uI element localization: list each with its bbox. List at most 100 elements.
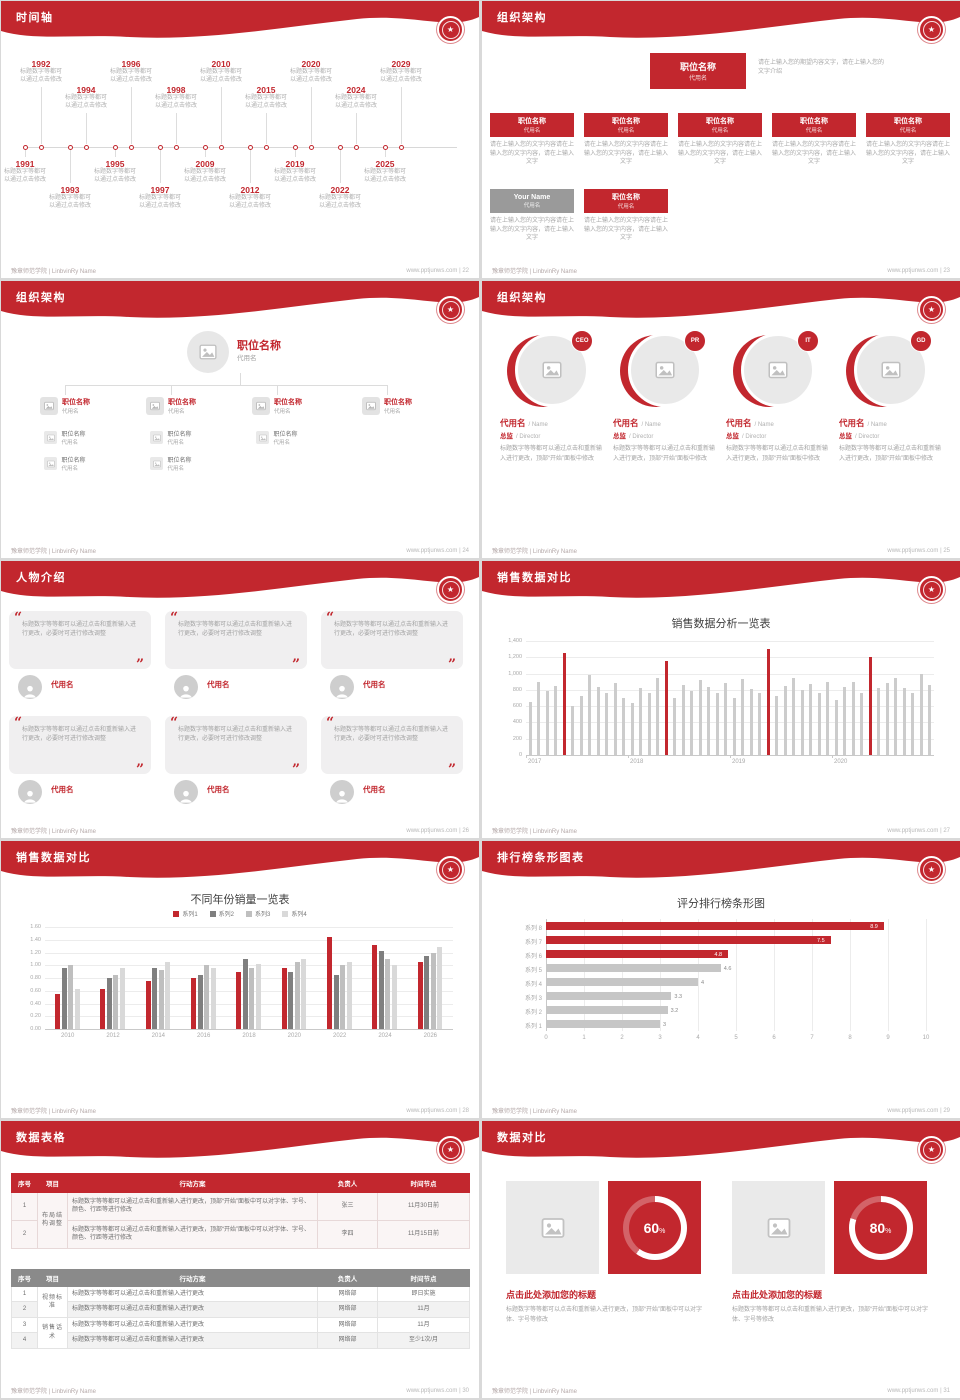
x-tick-mark	[832, 755, 833, 758]
member-role-line: 总监 / Director	[839, 430, 941, 440]
timeline-year: 2015	[256, 85, 276, 95]
bar	[605, 693, 608, 755]
footer-right: www.pptjunws.com | 30	[406, 1387, 469, 1394]
slide-ranking-chart[interactable]: 排行榜条形图表 ★ 评分排行榜条形图 0 1 2 3 4 5 6 7 8 9 10 系列 8 8.9 系列 …	[482, 841, 960, 1118]
page-number: 31	[943, 1387, 950, 1394]
category-label: 系列 1	[524, 1024, 542, 1030]
bar	[113, 974, 119, 1029]
member-name-line: 代用名 / Name	[839, 417, 941, 429]
slide-content: 1992 标题数字等都可以通过点击修改 1994 标题数字等都可以通过点击修改 1996…	[1, 47, 479, 263]
timeline-note: 标题数字等都可以通过点击修改	[334, 95, 377, 109]
slide-data-tables[interactable]: 数据表格 ★ 序号 项目 行动方案 负责人 时间节点 1 布局结构调整 标题数字等等都可以通过…	[1, 1121, 479, 1398]
y-tick-label: 1.40	[30, 936, 41, 943]
timeline-node	[22, 144, 28, 150]
timeline-year: 1992	[31, 59, 51, 69]
table-header-row: 序号 项目 行动方案 负责人 时间节点	[11, 1173, 470, 1193]
table-cell: 视频标准	[37, 1286, 68, 1318]
image-placeholder-icon	[259, 434, 267, 441]
bar	[385, 958, 391, 1029]
y-tick-label: 800	[512, 686, 522, 693]
timeline-connector	[131, 87, 132, 144]
person-card: “标题数字等等都可以通过点击和重新输入进行更改，必要时可进行修改调整 ” 代用名	[165, 610, 313, 711]
gridline	[774, 919, 775, 1031]
chart-title: 评分排行榜条形图	[677, 898, 765, 910]
bar	[294, 962, 300, 1029]
member-column: GD 代用名 / Name 总监 / Director 标题数字等等都可以通过点击和重新输…	[839, 330, 941, 464]
timeline-node	[218, 144, 224, 150]
slide-org-structure-b[interactable]: 组织架构 ★ 职位名称 代用名 职位名称 代用名 职位名称 代用名 职位名称 代用名 职位名称代…	[1, 281, 479, 558]
image-placeholder-box	[506, 1181, 599, 1274]
slide-org-structure-c[interactable]: 组织架构 ★ CEO 代用名 / Name 总监 / Director 标题数字等等都可以…	[482, 281, 960, 558]
subitem-labels: 职位名称 代用名	[61, 429, 85, 446]
timeline-note: 标题数字等都可以通过点击修改	[379, 69, 422, 83]
slide-footer: 豫章师范学院 | LinbvinRy Name www.pptjunws.com…	[482, 543, 960, 558]
member-role-en: / Director	[855, 434, 880, 440]
org-subitem: 职位名称 代用名	[129, 429, 213, 446]
emblem-star-icon: ★	[446, 1145, 455, 1154]
y-tick-label: 1.20	[30, 949, 41, 956]
column-header: 行动方案	[67, 1269, 318, 1287]
panel-heading: 点击此处添加您的标题	[506, 1290, 597, 1300]
bar	[647, 693, 651, 755]
x-tick-label: 4	[696, 1035, 700, 1041]
timeline-note: 标题数字等都可以通过点击修改	[3, 169, 46, 183]
quote-box: “标题数字等等都可以通过点击和重新输入进行更改，必要时可进行修改调整 ”	[165, 610, 307, 673]
bar	[554, 685, 557, 755]
timeline-entry: 1997 标题数字等都可以通过点击修改	[137, 185, 183, 211]
panel-heading: 点击此处添加您的标题	[732, 1290, 823, 1300]
image-placeholder-icon	[768, 361, 788, 379]
school-emblem-badge: ★	[437, 16, 464, 43]
slide-people-intro[interactable]: 人物介绍 ★ “标题数字等等都可以通过点击和重新输入进行更改，必要时可进行修改调…	[1, 561, 479, 838]
slide-sales-chart-grouped[interactable]: 销售数据对比 ★ 不同年份销量一览表 系列1 系列2 系列3 系列4 1.60 1.40 1.…	[1, 841, 479, 1118]
timeline-connector	[41, 87, 42, 144]
x-tick-label: 2026	[423, 1033, 437, 1039]
compare-panel: 60% 点击此处添加您的标题 标题数字等等都可以点击和重新输入进行更改，顶部“开始”…	[506, 1181, 710, 1325]
timeline-year: 1997	[150, 185, 170, 195]
alias-name: 代用名	[274, 409, 291, 415]
slide-org-structure-a[interactable]: 组织架构 ★ 职位名称 代用名 请在上输入您的期望内容文字，请在上输入您的文字介绍职…	[482, 1, 960, 278]
bar	[698, 680, 702, 755]
timeline-connector	[356, 113, 357, 144]
footer-left: 豫章师范学院 | LinbvinRy Name	[492, 1109, 577, 1115]
table-cell: 张三	[317, 1192, 378, 1221]
alias-name: 代用名	[805, 128, 823, 134]
action-plan-table: 序号 项目 行动方案 负责人 时间节点 1 布局结构调整 标题数字等等都可以通过点击和重新输入…	[11, 1173, 470, 1249]
slide-data-compare[interactable]: 数据对比 ★ 60% 点击此处添加您的标题 标题数字等等都可以点击和重新输入进行更改…	[482, 1121, 960, 1398]
image-placeholder-icon	[542, 361, 562, 379]
slide-title: 销售数据对比	[16, 852, 91, 864]
bar	[197, 974, 203, 1029]
x-tick-label: 10	[922, 1035, 930, 1041]
org-column-head: 职位名称 代用名	[125, 397, 217, 415]
page-number: 30	[462, 1387, 469, 1394]
slide-content: 职位名称 代用名 请在上输入您的期望内容文字，请在上输入您的文字介绍 职位名称 代用名请…	[482, 47, 960, 263]
timeline-year: 1994	[76, 85, 96, 95]
bar	[877, 688, 880, 755]
slide-header: 组织架构 ★	[482, 1, 960, 47]
slide-title: 数据对比	[497, 1132, 547, 1144]
legend-item: 系列1	[173, 909, 198, 918]
timeline-entry: 2009 标题数字等都可以通过点击修改	[182, 159, 228, 185]
header-wave	[1, 561, 479, 598]
person-icon	[24, 685, 36, 698]
x-tick-mark	[730, 755, 731, 758]
footer-right: www.pptjunws.com | 23	[887, 267, 950, 274]
member-role: 总监	[500, 433, 513, 440]
chart-legend: 系列1 系列2 系列3 系列4	[1, 909, 479, 918]
position-name: Your Name	[513, 193, 551, 201]
column-header: 时间节点	[377, 1269, 470, 1287]
bar	[622, 698, 625, 755]
legend-swatch	[209, 910, 216, 917]
alias-name: 代用名	[617, 128, 635, 134]
table-row: 2 标题数字等等都可以通过点击和重新输入进行更改，顶部“开始”面板中可以对字体、字…	[11, 1219, 470, 1249]
timeline-entry: 1993 标题数字等都可以通过点击修改	[47, 185, 93, 211]
image-placeholder-icon	[767, 1217, 790, 1238]
slide-timeline[interactable]: 时间轴 ★ 1992 标题数字等都可以通过点击修改 1994 标题数字等都可以通过点击…	[1, 1, 479, 278]
bar	[741, 679, 744, 755]
table-row: 3 销售话术 标题数字等等都可以通过点击和重新输入进行更改 网络部 11月	[11, 1316, 470, 1349]
role-badge: PR	[684, 330, 706, 352]
bar	[724, 683, 727, 755]
slide-sales-chart-thin[interactable]: 销售数据对比 ★ 销售数据分析一览表 1,400 1,200 1,000 800 600 4…	[482, 561, 960, 838]
timeline-year: 1995	[105, 159, 125, 169]
footer-right: www.pptjunws.com | 28	[406, 1107, 469, 1114]
bar	[792, 678, 795, 755]
